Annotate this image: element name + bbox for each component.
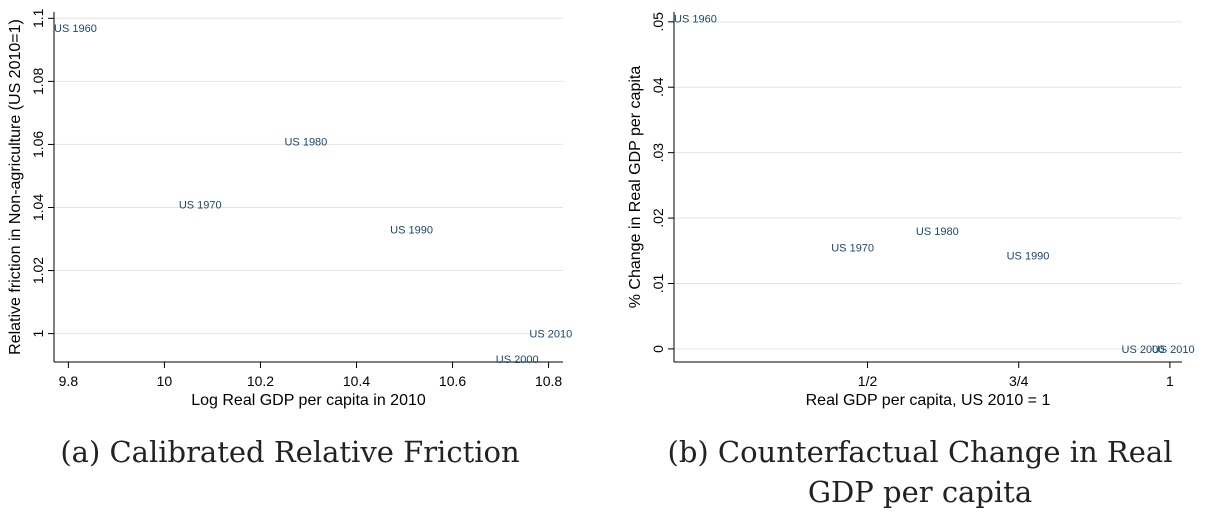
caption-b: (b) Counterfactual Change in Real GDP pe…: [667, 435, 1173, 509]
point-label: US 1970: [831, 243, 874, 255]
x-axis-title: Log Real GDP per capita in 2010: [191, 392, 426, 409]
x-tick-label: 10: [157, 373, 173, 389]
y-axis-title: % Change in Real GDP per capita: [627, 66, 644, 309]
point-label: US 1970: [179, 199, 222, 211]
x-tick-label: 1: [1166, 373, 1174, 389]
point-label: US 1980: [916, 226, 959, 238]
x-tick-label: 9.8: [59, 373, 79, 389]
x-tick-label: 10.8: [535, 373, 562, 389]
y-tick-label: 1.1: [30, 8, 46, 28]
point-label: US 2000: [496, 354, 539, 366]
panel-a-chart: 1 1.02 1.04 1.06 1.08 1.1 9.8 10 10.2 10.4 10.6 10.…: [7, 8, 572, 409]
x-tick-label: 10.4: [343, 373, 370, 389]
y-tick-label: .05: [650, 12, 666, 32]
point-label: US 1960: [54, 23, 97, 35]
x-axis-title: Real GDP per capita, US 2010 = 1: [806, 392, 1051, 409]
y-tick-label: 1.04: [30, 194, 46, 221]
point-label: US 2000: [1122, 344, 1165, 356]
x-tick-label: 3/4: [1009, 373, 1029, 389]
point-label: US 1990: [1007, 250, 1050, 262]
point-label: US 1980: [284, 136, 327, 148]
caption-a: (a) Calibrated Relative Friction: [60, 435, 520, 469]
point-label: US 2010: [1152, 344, 1195, 356]
y-tick-label: 1: [30, 330, 46, 338]
x-tick-label: 10.2: [247, 373, 274, 389]
y-tick-label: .01: [650, 274, 666, 294]
point-label: US 2010: [529, 329, 572, 341]
y-tick-label: .04: [650, 77, 666, 97]
point-label: US 1960: [674, 14, 717, 26]
y-tick-label: 1.08: [30, 68, 46, 95]
x-tick-label: 1/2: [858, 373, 878, 389]
x-tick-label: 10.6: [439, 373, 466, 389]
y-tick-label: 1.06: [30, 131, 46, 158]
point-label: US 1990: [390, 225, 433, 237]
y-tick-label: .02: [650, 208, 666, 228]
y-axis-title: Relative friction in Non-agriculture (US…: [7, 19, 24, 355]
panel-b-chart: 0 .01 .02 .03 .04 .05 1/2 3/4 1 Real GDP per capi…: [627, 12, 1195, 409]
y-tick-label: .03: [650, 143, 666, 163]
y-tick-label: 1.02: [30, 257, 46, 284]
y-tick-label: 0: [650, 345, 666, 353]
